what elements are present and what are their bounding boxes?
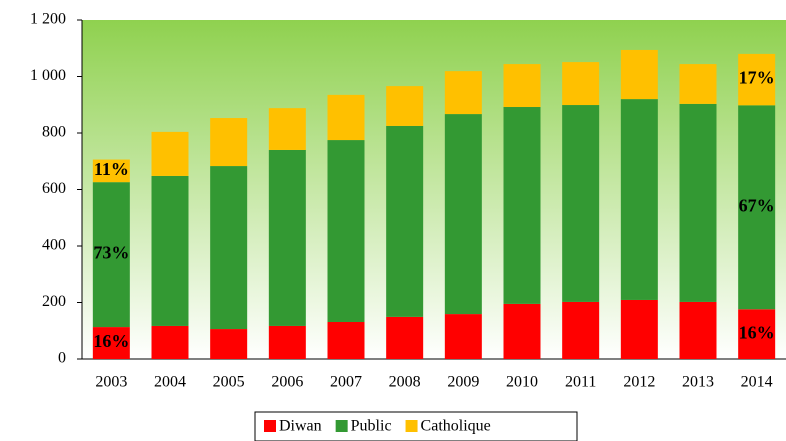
annotation: 17% — [739, 68, 775, 88]
bar-segment — [679, 64, 717, 104]
bar-segment — [444, 71, 482, 115]
bar-segment — [327, 140, 365, 322]
annotation: 11% — [94, 159, 129, 179]
annotation: 16% — [739, 322, 775, 342]
bar-segment — [327, 321, 365, 359]
bar-segment — [92, 182, 130, 328]
x-tick-label: 2006 — [271, 374, 303, 391]
x-tick-label: 2012 — [623, 374, 655, 391]
bar-segment — [620, 49, 658, 100]
bar-segment — [151, 131, 189, 176]
x-tick-label: 2013 — [682, 374, 714, 391]
annotation: 73% — [93, 243, 129, 263]
bar-segment — [562, 62, 600, 106]
bar-segment — [210, 329, 248, 359]
legend-label: Diwan — [279, 418, 322, 435]
x-tick-label: 2005 — [213, 374, 245, 391]
bar-segment — [562, 105, 600, 302]
annotation: 67% — [739, 195, 775, 215]
x-tick-label: 2009 — [447, 374, 479, 391]
x-tick-label: 2007 — [330, 374, 362, 391]
bar-segment — [386, 86, 424, 126]
bar-segment — [679, 301, 717, 359]
bar-segment — [92, 327, 130, 359]
bar-segment — [738, 309, 776, 359]
bar-segment — [92, 159, 130, 183]
bar-segment — [386, 125, 424, 317]
bar-segment — [210, 166, 248, 330]
legend-label: Catholique — [421, 418, 491, 435]
bar-segment — [738, 105, 776, 310]
bar-segment — [386, 316, 424, 359]
y-tick-label: 200 — [42, 293, 66, 310]
y-tick-label: 400 — [42, 237, 66, 254]
annotation: 16% — [93, 331, 129, 351]
bar-segment — [151, 325, 189, 359]
bar-segment — [562, 301, 600, 359]
y-tick-label: 1 200 — [30, 11, 66, 28]
bar-segment — [268, 325, 306, 359]
bar-segment — [268, 108, 306, 150]
bar-segment — [738, 53, 776, 106]
legend-label: Public — [351, 418, 392, 435]
bar-segment — [503, 303, 541, 359]
x-tick-label: 2003 — [95, 374, 127, 391]
x-tick-label: 2010 — [506, 374, 538, 391]
bar-segment — [620, 299, 658, 359]
x-tick-label: 2008 — [389, 374, 421, 391]
bar-segment — [327, 94, 365, 141]
bar-segment — [444, 114, 482, 315]
bar-segment — [679, 103, 717, 302]
bar-segment — [503, 64, 541, 108]
legend-swatch — [405, 420, 418, 432]
plot-background — [82, 20, 786, 359]
legend-swatch — [335, 420, 348, 432]
bar-segment — [503, 107, 541, 304]
y-tick-label: 1 000 — [30, 67, 66, 84]
legend-swatch — [264, 420, 276, 432]
y-tick-label: 0 — [58, 350, 66, 367]
bar-segment — [268, 149, 306, 326]
x-tick-label: 2014 — [741, 374, 773, 391]
bar-segment — [151, 175, 189, 326]
bar-segment — [444, 314, 482, 359]
bar-segment — [210, 118, 248, 167]
y-tick-label: 800 — [42, 124, 66, 141]
bar-segment — [620, 99, 658, 300]
x-tick-label: 2004 — [154, 374, 186, 391]
x-tick-label: 2011 — [565, 374, 596, 391]
y-tick-label: 600 — [42, 180, 66, 197]
